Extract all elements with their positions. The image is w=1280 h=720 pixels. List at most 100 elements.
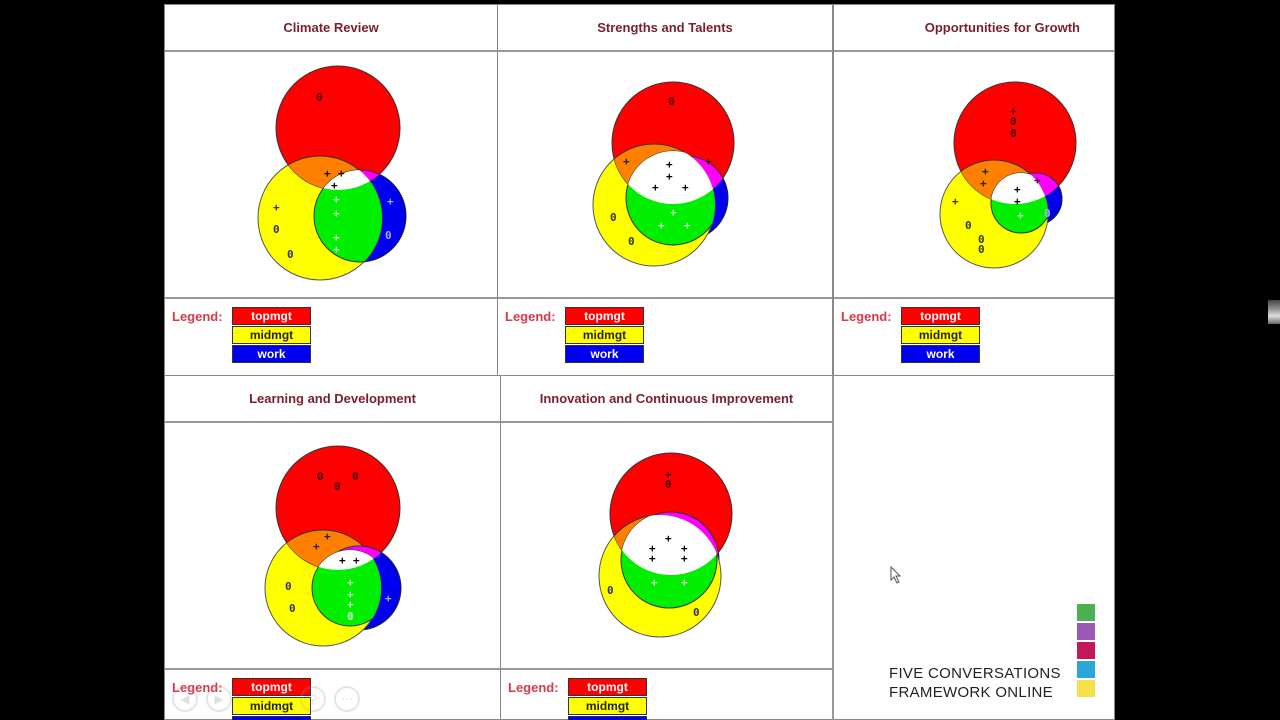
svg-text:+: + (681, 576, 688, 589)
mouse-cursor-icon (890, 566, 902, 584)
panel-opportunities-for-growth: Opportunities for Growth + 0 0 + + (833, 4, 1115, 376)
brand-block-green (1077, 604, 1095, 621)
legend-work: work (568, 716, 647, 720)
player-controls: ◀ ▶ ⚲ ⋯ (172, 686, 360, 712)
legend-topmgt: topmgt (232, 678, 311, 696)
legend-work: work (232, 716, 311, 720)
legend-topmgt: topmgt (565, 307, 644, 325)
svg-text:+: + (980, 177, 987, 190)
svg-text:0: 0 (1010, 127, 1017, 140)
svg-text:+: + (1010, 105, 1017, 118)
svg-text:+: + (347, 598, 354, 611)
svg-text:+: + (333, 193, 340, 206)
svg-text:+: + (333, 231, 340, 244)
svg-text:+: + (324, 530, 331, 543)
panel-title: Learning and Development (165, 376, 500, 423)
panel-learning-and-development: Learning and Development 0 0 0 + + + (164, 375, 501, 720)
svg-text:+: + (705, 155, 712, 168)
legend-topmgt: topmgt (568, 678, 647, 696)
svg-text:0: 0 (316, 91, 323, 104)
svg-text:+: + (649, 542, 656, 555)
venn-diagram: 0 + + + + 0 0 + + + + + 0 (165, 53, 497, 297)
side-scroll-indicator (1268, 300, 1280, 324)
venn-diagram: 0 0 0 + + + + 0 0 + + + 0 + (165, 424, 500, 668)
svg-text:+: + (1014, 195, 1021, 208)
legend: Legend: topmgt midmgt work (834, 297, 1114, 375)
svg-text:0: 0 (665, 478, 672, 491)
more-icon[interactable]: ⋯ (334, 686, 360, 712)
svg-text:+: + (623, 155, 630, 168)
brand-block-yellow (1077, 680, 1095, 697)
svg-text:0: 0 (628, 235, 635, 248)
legend-label: Legend: (505, 309, 556, 324)
panel-title: Opportunities for Growth (834, 5, 1114, 52)
svg-text:+: + (273, 201, 280, 214)
svg-text:0: 0 (610, 211, 617, 224)
svg-text:+: + (665, 532, 672, 545)
svg-text:0: 0 (385, 229, 392, 242)
legend-midmgt: midmgt (232, 326, 311, 344)
svg-text:+: + (665, 468, 672, 481)
back-icon[interactable]: ◀ (172, 686, 198, 712)
legend-label: Legend: (508, 680, 559, 695)
venn-diagram: 0 + + + + + + 0 0 + + + (498, 53, 832, 297)
svg-text:+: + (658, 219, 665, 232)
legend-topmgt: topmgt (232, 307, 311, 325)
legend: Legend: topmgt midmgt work (498, 297, 832, 375)
legend-midmgt: midmgt (901, 326, 980, 344)
svg-text:+: + (333, 207, 340, 220)
svg-text:+: + (666, 158, 673, 171)
svg-text:+: + (681, 542, 688, 555)
brand-logo-text: FIVE CONVERSATIONS FRAMEWORK ONLINE (889, 664, 1061, 702)
legend-midmgt: midmgt (568, 697, 647, 715)
svg-text:0: 0 (273, 223, 280, 236)
forward-icon[interactable]: ▶ (206, 686, 232, 712)
legend-label: Legend: (841, 309, 892, 324)
venn-diagram: + 0 + + + + + + + 0 0 (501, 424, 832, 668)
svg-text:+: + (385, 592, 392, 605)
svg-text:+: + (324, 167, 331, 180)
svg-text:0: 0 (978, 243, 985, 256)
panel-innovation-and-continuous-improvement: Innovation and Continuous Improvement + … (500, 375, 833, 720)
legend: Legend: topmgt midmgt work (165, 297, 497, 375)
panel-title: Climate Review (165, 5, 497, 52)
svg-text:+: + (681, 552, 688, 565)
svg-text:+: + (338, 167, 345, 180)
panel-title: Strengths and Talents (498, 5, 832, 52)
legend-work: work (232, 345, 311, 363)
svg-text:+: + (1034, 174, 1041, 187)
svg-text:+: + (347, 588, 354, 601)
svg-text:+: + (313, 540, 320, 553)
legend-label: Legend: (172, 309, 223, 324)
brand-block-purple (1077, 623, 1095, 640)
svg-text:+: + (333, 243, 340, 256)
venn-dashboard: Climate Review 0 + + + + 0 (164, 4, 1115, 720)
svg-text:+: + (339, 554, 346, 567)
brand-line-2: FRAMEWORK ONLINE (889, 684, 1053, 701)
svg-text:+: + (670, 206, 677, 219)
svg-text:+: + (331, 179, 338, 192)
panel-title: Innovation and Continuous Improvement (501, 376, 832, 423)
svg-text:+: + (652, 181, 659, 194)
legend-topmgt: topmgt (901, 307, 980, 325)
venn-diagram: + 0 0 + + + + + + 0 0 0 + 0 (834, 53, 1114, 297)
legend-work: work (565, 345, 644, 363)
svg-text:0: 0 (1010, 115, 1017, 128)
svg-text:+: + (651, 576, 658, 589)
legend-work: work (901, 345, 980, 363)
svg-text:+: + (1017, 209, 1024, 222)
svg-text:+: + (682, 181, 689, 194)
svg-text:+: + (1014, 183, 1021, 196)
svg-text:+: + (347, 576, 354, 589)
svg-text:0: 0 (334, 480, 341, 493)
zoom-icon[interactable]: ⚲ (300, 686, 326, 712)
svg-text:0: 0 (285, 580, 292, 593)
svg-text:0: 0 (693, 606, 700, 619)
brand-block-blue (1077, 661, 1095, 678)
svg-text:0: 0 (352, 470, 359, 483)
svg-text:+: + (684, 219, 691, 232)
brand-line-1: FIVE CONVERSATIONS (889, 665, 1061, 682)
svg-text:0: 0 (317, 470, 324, 483)
svg-text:0: 0 (668, 95, 675, 108)
brand-color-blocks (1077, 604, 1095, 699)
